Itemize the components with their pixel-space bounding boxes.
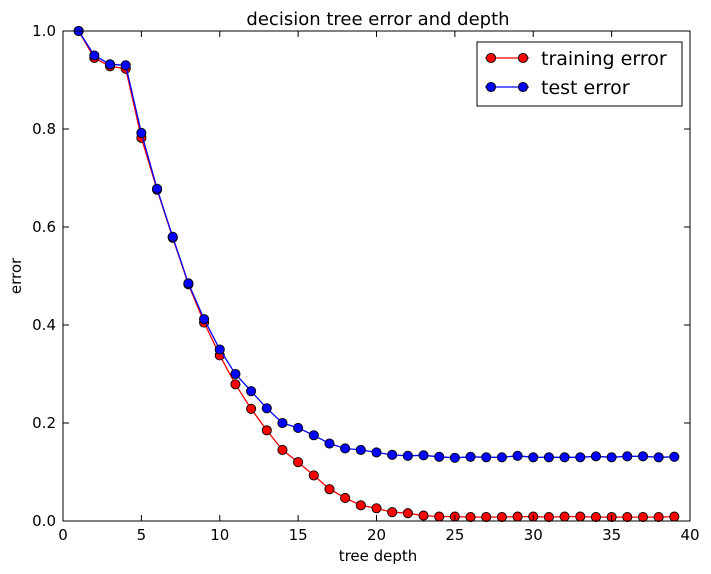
training-error-point [653, 512, 664, 523]
training-error-point [575, 511, 586, 522]
training-error-point [590, 512, 602, 523]
x-tick-label: 35 [602, 526, 621, 544]
test-error-point [214, 344, 225, 355]
training-error-point [669, 511, 680, 522]
training-error-point [622, 512, 633, 523]
test-error-point [371, 447, 382, 458]
test-error-point [324, 438, 335, 449]
training-error-point [230, 379, 241, 390]
y-tick-label: 0.6 [32, 218, 56, 236]
training-error-point [543, 512, 554, 523]
test-error-point [277, 417, 288, 429]
test-error-point [622, 451, 633, 462]
training-error-point [512, 511, 523, 522]
x-axis-title: tree depth [339, 547, 418, 565]
test-error-point [669, 451, 680, 462]
legend-training-error-label: training error [541, 48, 667, 70]
axes: 0 5 10 15 20 25 30 35 40 0.0 0.2 0.4 0.6 0.8 1.0 [32, 22, 699, 544]
training-error-point [246, 403, 257, 414]
test-error-point [653, 452, 664, 463]
test-error-point [308, 430, 319, 441]
test-error-point [418, 450, 429, 461]
training-error-point [371, 503, 382, 514]
test-error-point [637, 451, 649, 462]
x-tick-label: 40 [680, 526, 699, 544]
test-error-point [340, 443, 351, 454]
legend-test-error-marker [517, 81, 529, 93]
test-error-point [387, 449, 398, 460]
test-error-point [496, 452, 507, 463]
y-tick-label: 0.8 [32, 120, 56, 138]
training-error-point [559, 511, 570, 522]
training-error-point [277, 444, 288, 456]
x-tick-label: 20 [367, 526, 386, 544]
test-error-point [261, 403, 272, 414]
x-tick-label: 25 [445, 526, 464, 544]
legend-test-error-marker [485, 81, 497, 93]
chart-title: decision tree error and depth [246, 9, 509, 30]
test-error-point [465, 451, 476, 462]
test-error-point [136, 127, 147, 138]
training-error-point [465, 512, 476, 523]
legend-test-error-label: test error [541, 77, 630, 99]
training-error-point [324, 484, 335, 495]
test-error-point [606, 452, 617, 463]
y-tick-label: 1.0 [32, 22, 56, 40]
legend-training-error-marker [485, 52, 497, 64]
test-error-point [559, 452, 570, 463]
test-error-point [183, 278, 194, 289]
test-error-point [246, 386, 257, 397]
training-error-point [481, 512, 492, 523]
training-error-point [387, 507, 398, 518]
training-error-point [402, 508, 413, 519]
test-error-point [449, 452, 460, 463]
training-error-point [355, 500, 366, 511]
test-error-point [402, 450, 413, 461]
test-error-point [151, 183, 163, 194]
x-tick-label: 30 [524, 526, 543, 544]
legend-training-error-marker [517, 52, 529, 64]
test-error-point [167, 231, 178, 242]
test-error-point [293, 422, 304, 433]
test-error-point [89, 50, 100, 61]
test-error-point [199, 314, 210, 325]
test-error-point [434, 451, 445, 462]
test-error-point [543, 452, 554, 463]
legend-frame [476, 41, 683, 107]
test-error-point [512, 450, 523, 461]
test-error-point [355, 444, 366, 456]
training-error-point [340, 492, 351, 504]
x-tick-label: 10 [210, 526, 229, 544]
training-error-point [308, 470, 319, 481]
legend: training error test error [476, 41, 683, 107]
test-error-point [104, 59, 116, 70]
y-tick-label: 0.0 [32, 512, 56, 530]
training-error-point [637, 512, 649, 523]
training-error-point [496, 512, 507, 523]
test-error-point [590, 451, 602, 462]
training-error-point [434, 511, 445, 522]
training-error-point [293, 457, 304, 468]
y-axis-title: error [7, 257, 25, 294]
x-tick-label: 5 [137, 526, 147, 544]
test-error-point [120, 60, 131, 71]
test-error-point [481, 452, 492, 463]
test-error-point [528, 452, 539, 463]
test-error-point [230, 368, 241, 380]
training-error-point [261, 425, 272, 436]
training-error-point [418, 510, 429, 521]
x-tick-label: 15 [289, 526, 308, 544]
test-error-point [575, 452, 586, 463]
y-tick-label: 0.4 [32, 316, 56, 334]
x-tick-label: 0 [58, 526, 68, 544]
y-tick-label: 0.2 [32, 414, 56, 432]
